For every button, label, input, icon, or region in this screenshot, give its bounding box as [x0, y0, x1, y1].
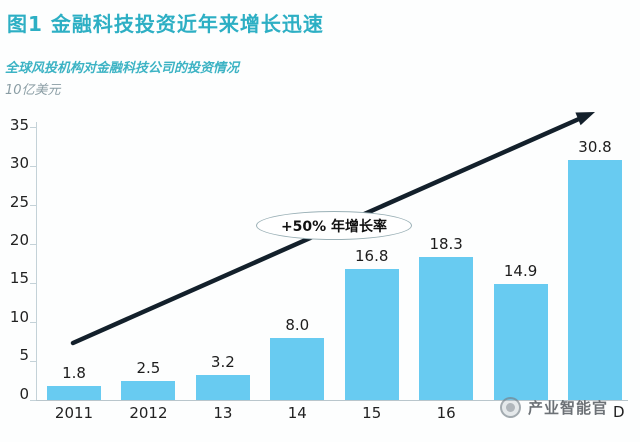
y-tick-label: 25: [9, 192, 29, 211]
chart-subtitle: 全球风投机构对金融科技公司的投资情况: [5, 61, 240, 76]
bar: [493, 283, 548, 400]
x-tick-label: 13: [213, 404, 233, 422]
bar-value-label: 30.8: [578, 137, 612, 156]
y-tick-label: 0: [19, 384, 29, 403]
y-tick-mark: [30, 243, 36, 245]
watermark: 产业智能官: [500, 394, 608, 420]
bar-value-label: 3.2: [210, 353, 235, 372]
y-tick-mark: [30, 126, 36, 128]
y-tick-mark: [30, 165, 36, 167]
bar-value-label: 16.8: [355, 246, 389, 265]
x-tick-label: 2011: [54, 404, 94, 422]
y-axis-unit-label: 10亿美元: [5, 83, 61, 98]
x-tick-label-partial: D: [613, 403, 625, 421]
y-tick-label: 20: [9, 231, 29, 250]
y-tick-label: 10: [9, 307, 29, 326]
bar: [47, 385, 101, 400]
y-tick-mark: [30, 282, 36, 284]
bar: [195, 375, 250, 400]
x-axis-line: [36, 400, 628, 401]
bar-value-label: 18.3: [429, 235, 463, 254]
x-tick-label: 14: [287, 404, 307, 422]
bar: [344, 268, 399, 400]
bar-value-label: 2.5: [136, 358, 161, 377]
y-tick-mark: [30, 360, 36, 362]
bar: [568, 159, 622, 400]
bar: [121, 380, 176, 400]
y-tick-label: 5: [19, 346, 29, 365]
figure-title: 图1 金融科技投资近年来增长迅速: [7, 12, 324, 36]
bar: [270, 337, 325, 400]
bar-value-label: 1.8: [62, 363, 86, 382]
growth-rate-annotation: +50% 年增长率: [256, 211, 412, 240]
bar: [419, 257, 474, 400]
growth-rate-annotation-label: +50% 年增长率: [280, 218, 388, 235]
x-tick-label: 16: [436, 404, 456, 422]
bar-value-label: 8.0: [285, 315, 310, 334]
watermark-logo-icon: [500, 396, 521, 418]
y-tick-label: 35: [9, 116, 29, 135]
y-axis-line: [36, 122, 37, 401]
x-tick-label: 2012: [129, 404, 168, 422]
y-tick-mark: [30, 399, 36, 401]
watermark-text: 产业智能官: [528, 398, 609, 417]
y-tick-mark: [30, 204, 36, 206]
bar-value-label: 14.9: [503, 261, 538, 280]
x-tick-label: 15: [362, 404, 382, 422]
y-tick-label: 30: [9, 154, 29, 173]
y-tick-mark: [30, 321, 36, 323]
y-tick-label: 15: [9, 269, 29, 288]
